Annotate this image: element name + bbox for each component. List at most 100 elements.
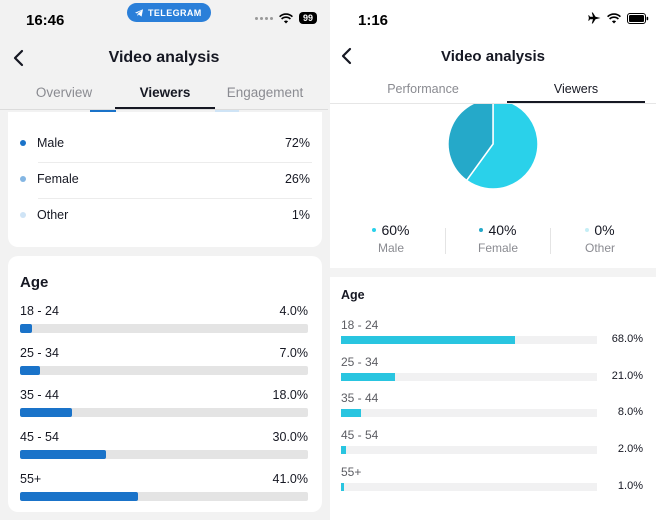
active-tab-indicator [507,101,645,103]
age-bar-fill [341,446,347,454]
age-range-label: 25 - 34 [341,355,379,369]
legend-percent: 0% [594,222,615,238]
signal-dots-icon [255,16,273,20]
legend-dot [372,228,377,232]
age-percent-value: 2.0% [617,443,643,455]
legend-dot [585,228,590,232]
tab-viewers[interactable]: Viewers [139,85,191,100]
tab-engagement[interactable]: Engagement [226,85,304,100]
pie-slice-female [448,104,494,182]
age-bar-fill [341,483,344,491]
back-arrow-icon[interactable] [340,47,354,65]
row-divider [38,198,312,199]
gender-pie-chart [448,104,538,190]
age-percent-value: 7.0% [279,346,309,360]
age-percent-value: 30.0% [272,430,308,444]
legend-female: 40% Female [448,222,548,255]
age-bar-fill [341,373,395,381]
status-bar: 16:46 TELEGRAM 99 [0,0,328,38]
pie-slice-male [465,104,538,190]
age-row: 25 - 34 7.0% [20,346,308,384]
battery-icon [627,12,649,24]
legend-divider [550,228,551,254]
age-percent-value: 1.0% [617,480,643,492]
section-separator [330,268,656,277]
legend-dot [20,140,26,146]
age-range-label: 35 - 44 [20,388,59,402]
age-bar-track [20,450,308,459]
age-bar-track [20,324,308,333]
age-row: 45 - 54 2.0% [341,428,651,464]
age-bar-fill [20,366,41,375]
age-range-label: 18 - 24 [20,304,59,318]
wifi-icon [279,12,293,23]
telegram-pill[interactable]: TELEGRAM [127,3,211,22]
age-bar-track [341,373,597,381]
scrolled-bar-fragment [215,110,239,113]
page-title: Video analysis [441,48,545,65]
tab-overview[interactable]: Overview [35,85,93,100]
age-percent-value: 18.0% [272,388,308,402]
age-percent-value: 68.0% [611,333,643,345]
status-time: 1:16 [358,12,389,29]
tab-bar: Overview Viewers Engagement [0,80,328,110]
gender-label: Female [37,172,79,186]
airplane-icon [588,12,601,24]
gender-value: 26% [284,172,310,186]
age-bar-track [341,446,597,454]
page-title: Video analysis [108,49,220,66]
legend-other: 0% Other [550,222,650,255]
row-divider [38,162,312,163]
age-row: 55+ 1.0% [341,465,651,501]
tab-viewers[interactable]: Viewers [553,82,599,96]
age-percent-value: 21.0% [611,370,643,382]
age-range-label: 35 - 44 [341,391,379,405]
age-bar-fill [20,324,32,333]
gender-label: Other [37,208,69,222]
status-icons: 99 [255,12,318,24]
age-bar-fill [20,408,72,417]
age-bar-fill [341,409,362,417]
age-bar-track [341,336,597,344]
age-bar-fill [20,492,139,501]
legend-label: Male [377,241,404,255]
age-range-label: 18 - 24 [341,318,379,332]
age-bar-track [341,483,597,491]
age-row: 55+ 41.0% [20,472,308,510]
tab-divider [0,109,328,110]
status-time: 16:46 [26,12,65,29]
back-arrow-icon[interactable] [12,49,28,67]
telegram-pill-label: TELEGRAM [148,7,202,18]
screenshot-divider [328,0,330,520]
age-row: 45 - 54 30.0% [20,430,308,468]
battery-icon: 99 [299,12,318,24]
gender-row-male: Male 72% [20,126,310,162]
age-row: 35 - 44 18.0% [20,388,308,426]
legend-dot [20,176,26,182]
age-range-label: 55+ [341,465,362,479]
age-bar-track [20,492,308,501]
telegram-icon [135,8,143,17]
scrolled-bar-fragment [90,110,116,113]
nav-bar: Video analysis [0,40,328,76]
legend-label: Other [584,241,615,255]
age-range-label: 45 - 54 [341,428,379,442]
age-range-label: 45 - 54 [20,430,59,444]
age-bar-track [341,409,597,417]
gender-row-other: Other 1% [20,198,310,234]
legend-male: 60% Male [341,222,441,255]
legend-percent: 40% [488,222,517,238]
gender-label: Male [37,136,65,150]
age-row: 25 - 34 21.0% [341,355,651,391]
gender-row-female: Female 26% [20,162,310,198]
status-icons [588,12,649,24]
tab-performance[interactable]: Performance [387,82,459,96]
age-bar-track [20,408,308,417]
left-screen: 16:46 TELEGRAM 99 Video analysis Overvie… [0,0,328,520]
legend-divider [445,228,446,254]
age-row: 35 - 44 8.0% [341,391,651,427]
legend-label: Female [477,241,518,255]
age-bar-track [20,366,308,375]
age-section-title: Age [341,288,365,302]
age-card: Age 18 - 24 4.0% 25 - 34 7.0% 35 - 44 18… [8,256,322,512]
